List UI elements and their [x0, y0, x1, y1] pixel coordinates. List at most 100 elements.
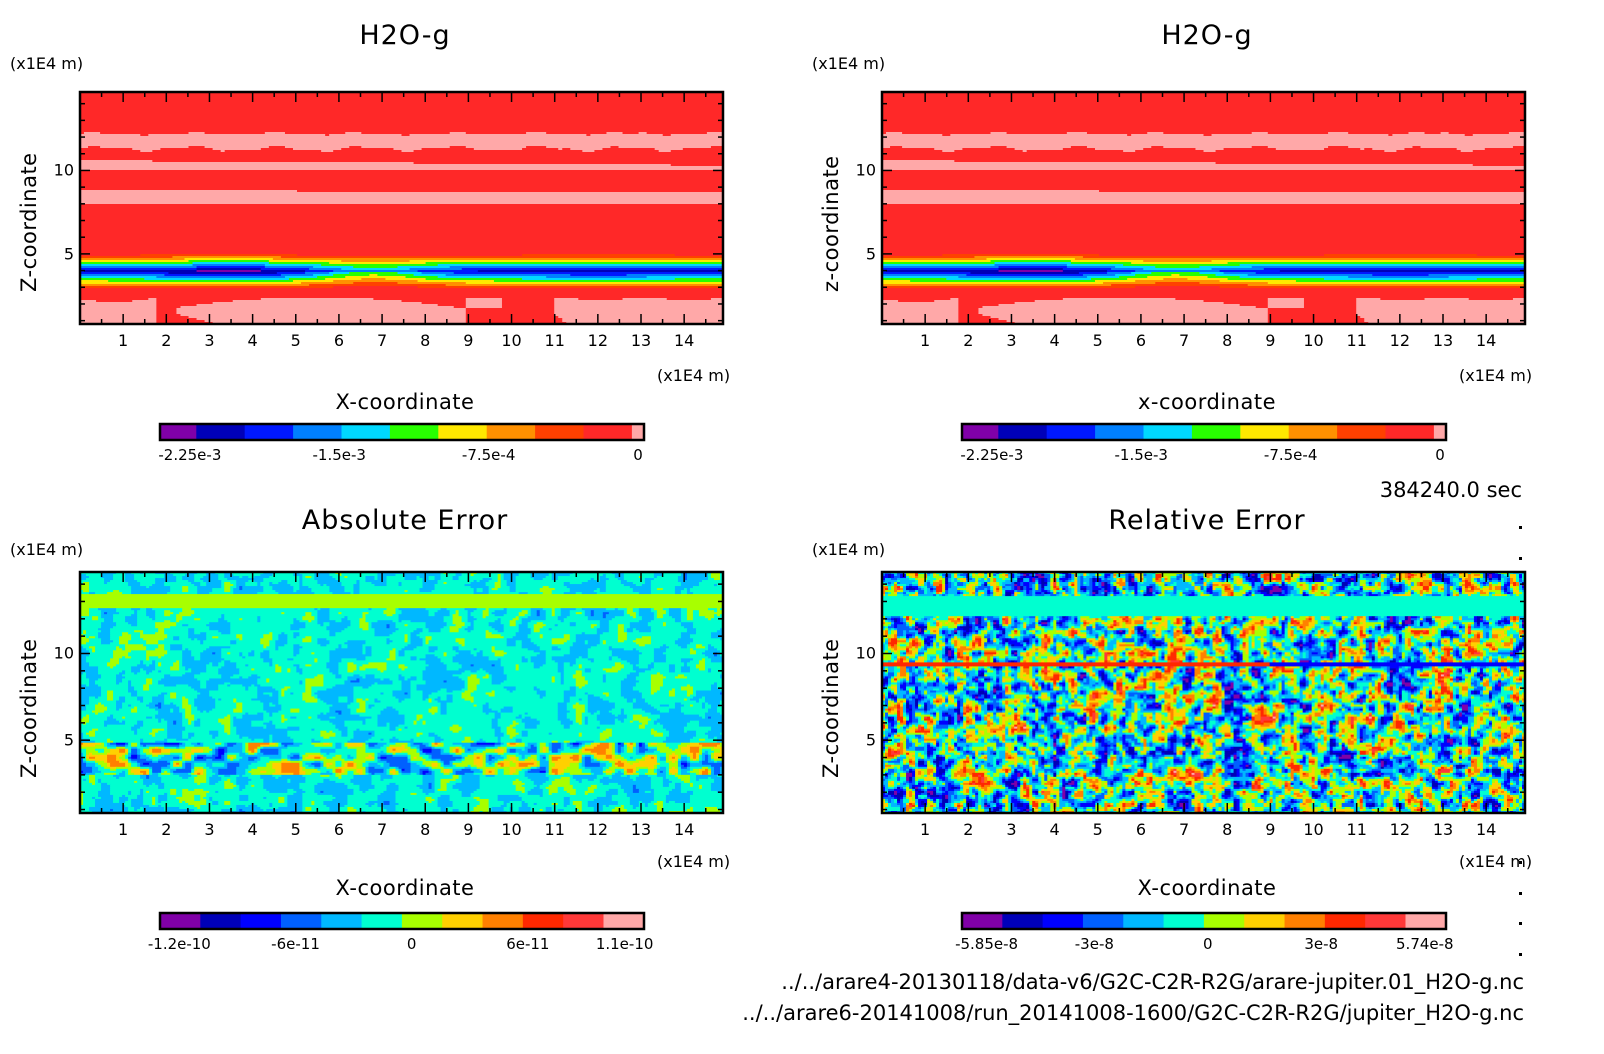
heatmap-cell	[569, 700, 589, 704]
heatmap-cell	[80, 186, 724, 189]
heatmap-cell	[314, 618, 318, 621]
heatmap-cell	[224, 614, 306, 617]
heatmap-cell	[305, 270, 334, 273]
heatmap-cell	[80, 584, 90, 587]
heatmap-cell	[485, 616, 517, 619]
heatmap-cell	[1207, 276, 1241, 279]
heatmap-cell	[521, 732, 529, 736]
heatmap-cell	[134, 574, 165, 577]
heatmap-cell	[350, 622, 361, 625]
heatmap-cell	[882, 186, 1526, 189]
heatmap-cell	[563, 700, 571, 704]
heatmap-cell	[563, 748, 580, 752]
heatmap-cell	[194, 574, 207, 577]
heatmap-cell	[311, 638, 318, 641]
heatmap-cell	[494, 584, 502, 587]
heatmap-cell	[605, 580, 622, 583]
heatmap-cell	[653, 664, 670, 667]
heatmap-cell	[80, 662, 90, 665]
heatmap-cell	[89, 698, 108, 702]
heatmap-cell	[341, 582, 358, 585]
heatmap-cell	[80, 218, 724, 221]
heatmap-cell	[1199, 266, 1253, 269]
heatmap-cell	[158, 720, 162, 724]
heatmap-cell	[176, 616, 183, 619]
heatmap-cell	[1094, 148, 1144, 151]
heatmap-cell	[110, 632, 123, 635]
heatmap-cell	[674, 670, 682, 674]
heatmap-cell	[278, 636, 288, 639]
heatmap-cell	[125, 580, 138, 583]
heatmap-cell	[137, 672, 147, 676]
heatmap-cell	[248, 664, 270, 667]
heatmap-cell	[80, 200, 724, 203]
heatmap-cell	[83, 630, 87, 633]
heatmap-cell	[668, 608, 682, 611]
heatmap-cell	[143, 720, 159, 724]
heatmap-cell	[182, 662, 210, 665]
heatmap-cell	[623, 718, 634, 722]
heatmap-cell	[446, 666, 463, 669]
heatmap-cell	[188, 738, 252, 742]
heatmap-cell	[179, 706, 183, 710]
heatmap-cell	[680, 660, 691, 663]
heatmap-cell	[578, 722, 583, 726]
heatmap-cell	[167, 652, 183, 655]
heatmap-cell	[882, 178, 1526, 181]
heatmap-cell	[575, 718, 583, 722]
heatmap-cell	[272, 588, 294, 591]
heatmap-cell	[230, 714, 243, 718]
heatmap-cell	[526, 146, 547, 149]
heatmap-cell	[440, 572, 445, 575]
heatmap-cell	[194, 612, 282, 615]
heatmap-cell	[224, 586, 231, 589]
heatmap-cell	[428, 578, 436, 581]
heatmap-cell	[713, 614, 718, 617]
heatmap-cell	[689, 590, 724, 593]
heatmap-cell	[641, 696, 694, 700]
heatmap-cell	[203, 576, 219, 579]
heatmap-cell	[224, 664, 237, 667]
heatmap-cell	[185, 714, 195, 718]
heatmap-cell	[353, 686, 364, 690]
heatmap-cell	[84, 270, 198, 273]
heatmap-cell	[650, 692, 655, 696]
heatmap-cell	[452, 656, 490, 659]
heatmap-cell	[446, 704, 475, 708]
heatmap-cell	[172, 256, 282, 259]
heatmap-cell	[662, 740, 691, 744]
heatmap-cell	[209, 730, 219, 734]
heatmap-cell	[317, 580, 339, 583]
heatmap-cell	[500, 740, 517, 744]
heatmap-cell	[560, 720, 574, 724]
heatmap-cell	[224, 748, 228, 752]
heatmap-cell	[365, 740, 391, 744]
heatmap-cell	[650, 730, 658, 734]
heatmap-cell	[431, 638, 457, 641]
heatmap-cell	[527, 622, 538, 625]
heatmap-cell	[296, 618, 303, 621]
heatmap-cell	[236, 702, 243, 706]
heatmap-cell	[476, 704, 484, 708]
heatmap-cell	[485, 712, 490, 716]
heatmap-cell	[329, 590, 346, 593]
heatmap-cell	[620, 682, 637, 686]
heatmap-cell	[674, 590, 682, 593]
heatmap-cell	[230, 718, 234, 722]
heatmap-cell	[182, 712, 186, 716]
heatmap-cell	[242, 684, 252, 688]
heatmap-cell	[341, 674, 355, 678]
heatmap-cell	[389, 740, 415, 744]
heatmap-cell	[659, 686, 682, 690]
heatmap-cell	[998, 318, 1269, 321]
heatmap-cell	[305, 664, 312, 667]
heatmap-cell	[704, 696, 724, 700]
heatmap-cell	[1356, 314, 1526, 317]
heatmap-cell	[527, 636, 541, 639]
heatmap-cell	[341, 712, 352, 716]
heatmap-cell	[674, 748, 682, 752]
heatmap-cell	[434, 586, 472, 589]
heatmap-cell	[143, 684, 150, 688]
heatmap-cell	[98, 684, 129, 688]
heatmap-cell	[569, 698, 580, 702]
